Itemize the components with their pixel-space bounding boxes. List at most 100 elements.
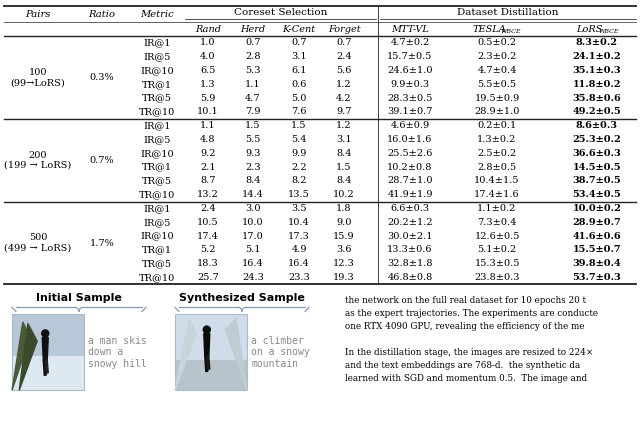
Text: 7.6: 7.6 [291, 107, 307, 116]
Text: a climber
on a snowy
mountain: a climber on a snowy mountain [251, 336, 310, 369]
Text: IR@5: IR@5 [143, 52, 171, 61]
Text: 4.7±0.2: 4.7±0.2 [390, 38, 429, 47]
Text: K-Cent: K-Cent [282, 25, 316, 34]
Circle shape [42, 330, 49, 337]
Polygon shape [175, 318, 196, 390]
Text: 3.6: 3.6 [336, 245, 352, 254]
Text: 4.7±0.4: 4.7±0.4 [477, 66, 516, 75]
Polygon shape [205, 356, 208, 371]
Text: TR@1: TR@1 [142, 245, 172, 254]
Text: 2.4: 2.4 [200, 204, 216, 213]
Text: 9.3: 9.3 [245, 149, 260, 158]
Text: 2.3: 2.3 [245, 162, 261, 172]
Text: In the distillation stage, the images are resized to 224×
and the text embedding: In the distillation stage, the images ar… [345, 349, 593, 383]
Text: 10.2: 10.2 [333, 190, 355, 199]
Text: 0.7: 0.7 [245, 38, 260, 47]
Text: 5.1: 5.1 [245, 245, 260, 254]
Text: IR@10: IR@10 [140, 232, 174, 241]
Text: IR@1: IR@1 [143, 204, 171, 213]
Text: 25.5±2.6: 25.5±2.6 [387, 149, 433, 158]
Text: 0.2±0.1: 0.2±0.1 [477, 121, 516, 130]
Polygon shape [45, 360, 48, 373]
Text: 15.7±0.5: 15.7±0.5 [387, 52, 433, 61]
Bar [12, 314, 84, 390]
Text: 8.2: 8.2 [291, 176, 307, 185]
Polygon shape [44, 360, 46, 375]
Text: 15.5±0.7: 15.5±0.7 [573, 245, 621, 254]
Text: Synthesized Sample: Synthesized Sample [179, 294, 305, 303]
Text: 18.3: 18.3 [197, 259, 219, 268]
Text: 1.3±0.2: 1.3±0.2 [477, 135, 516, 144]
Text: Pairs: Pairs [26, 10, 51, 19]
Text: 2.8±0.5: 2.8±0.5 [477, 162, 516, 172]
Text: 0.6: 0.6 [291, 80, 307, 89]
Text: 10.0±0.2: 10.0±0.2 [573, 204, 621, 213]
Text: TR@10: TR@10 [139, 190, 175, 199]
Text: 28.7±1.0: 28.7±1.0 [387, 176, 433, 185]
Text: 38.7±0.5: 38.7±0.5 [573, 176, 621, 185]
Text: 1.5: 1.5 [245, 121, 260, 130]
Text: 13.5: 13.5 [288, 190, 310, 199]
Text: 23.8±0.3: 23.8±0.3 [474, 273, 520, 282]
Polygon shape [225, 318, 247, 390]
Text: 4.2: 4.2 [336, 93, 352, 103]
Text: IR@5: IR@5 [143, 135, 171, 144]
Text: 3.1: 3.1 [291, 52, 307, 61]
Text: the network on the full real dataset for 10 epochs 20 t
as the expert trajectori: the network on the full real dataset for… [345, 297, 598, 331]
Polygon shape [204, 334, 210, 356]
Text: 4.0: 4.0 [200, 52, 216, 61]
Text: 8.7: 8.7 [200, 176, 216, 185]
Text: 500
(499 → LoRS): 500 (499 → LoRS) [4, 233, 72, 253]
Bar [175, 314, 247, 390]
Text: 2.2: 2.2 [291, 162, 307, 172]
Text: WBCE: WBCE [599, 29, 620, 34]
Text: 1.8: 1.8 [336, 204, 352, 213]
Text: TR@5: TR@5 [142, 259, 172, 268]
Text: 25.3±0.2: 25.3±0.2 [573, 135, 621, 144]
Text: 9.9±0.3: 9.9±0.3 [390, 80, 429, 89]
Text: 0.7: 0.7 [336, 38, 352, 47]
Text: Initial Sample: Initial Sample [36, 294, 122, 303]
Text: LoRS: LoRS [576, 25, 602, 34]
Text: TR@1: TR@1 [142, 80, 172, 89]
Text: Forget: Forget [328, 25, 360, 34]
Text: 13.3±0.6: 13.3±0.6 [387, 245, 433, 254]
Text: 17.4: 17.4 [197, 232, 219, 241]
Text: 1.2: 1.2 [336, 80, 352, 89]
Text: Ratio: Ratio [88, 10, 115, 19]
Text: TR@10: TR@10 [139, 273, 175, 282]
Polygon shape [19, 324, 37, 390]
Text: 15.3±0.5: 15.3±0.5 [474, 259, 520, 268]
Text: TR@5: TR@5 [142, 93, 172, 103]
Text: 32.8±1.8: 32.8±1.8 [387, 259, 433, 268]
Text: 5.5±0.5: 5.5±0.5 [477, 80, 516, 89]
Text: 9.9: 9.9 [291, 149, 307, 158]
Text: 41.6±0.6: 41.6±0.6 [573, 232, 621, 241]
Text: 8.4: 8.4 [245, 176, 260, 185]
Text: 8.3±0.2: 8.3±0.2 [576, 38, 618, 47]
Text: IR@10: IR@10 [140, 149, 174, 158]
Text: 19.5±0.9: 19.5±0.9 [474, 93, 520, 103]
Circle shape [204, 326, 211, 333]
Bar [175, 360, 247, 390]
Text: 2.8: 2.8 [245, 52, 260, 61]
Text: 1.5: 1.5 [336, 162, 352, 172]
Text: 1.1±0.2: 1.1±0.2 [477, 204, 516, 213]
Text: 53.7±0.3: 53.7±0.3 [573, 273, 621, 282]
Text: 10.2±0.8: 10.2±0.8 [387, 162, 433, 172]
Text: Coreset Selection: Coreset Selection [234, 8, 327, 17]
Text: Dataset Distillation: Dataset Distillation [457, 8, 559, 17]
Text: 16.4: 16.4 [288, 259, 310, 268]
Text: 5.1±0.2: 5.1±0.2 [477, 245, 516, 254]
Text: 10.4±1.5: 10.4±1.5 [474, 176, 520, 185]
Text: 24.3: 24.3 [242, 273, 264, 282]
Text: 10.5: 10.5 [197, 218, 219, 227]
Text: 6.5: 6.5 [200, 66, 216, 75]
Text: 28.3±0.5: 28.3±0.5 [387, 93, 433, 103]
Text: 1.7%: 1.7% [90, 239, 115, 247]
Text: 5.0: 5.0 [291, 93, 307, 103]
Text: 4.8: 4.8 [200, 135, 216, 144]
Text: 1.1: 1.1 [200, 121, 216, 130]
Text: 9.0: 9.0 [336, 218, 352, 227]
Text: 11.8±0.2: 11.8±0.2 [573, 80, 621, 89]
